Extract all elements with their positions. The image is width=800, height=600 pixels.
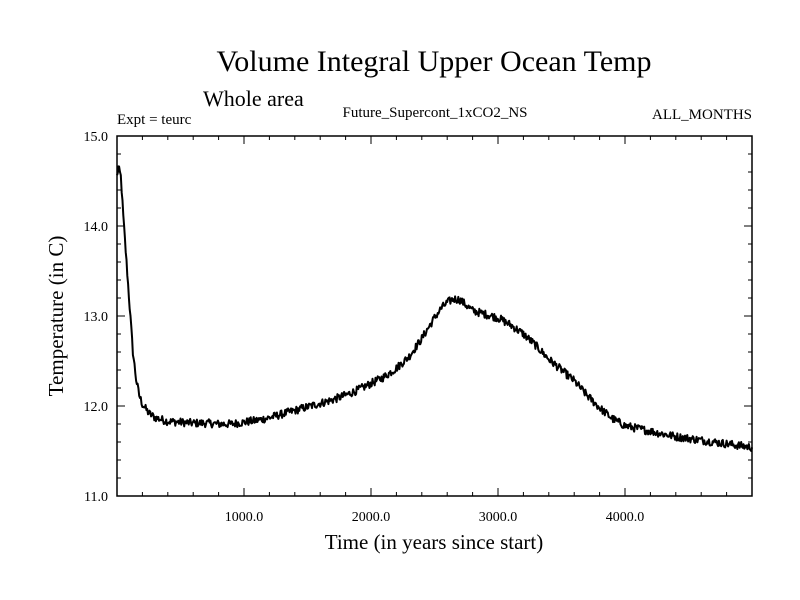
y-tick-label: 15.0 (84, 130, 109, 145)
y-tick-label: 11.0 (84, 490, 108, 505)
x-axis-label: Time (in years since start) (325, 530, 544, 554)
x-tick-label: 3000.0 (479, 510, 518, 525)
temperature-series-line (116, 165, 753, 452)
y-axis-ticks: 11.0 12.0 13.0 14.0 15.0 (84, 130, 752, 505)
x-tick-label: 2000.0 (352, 510, 391, 525)
x-tick-label: 4000.0 (606, 510, 645, 525)
plot-frame (116, 135, 753, 497)
chart-subtitle: Whole area (203, 86, 304, 111)
x-tick-label: 1000.0 (225, 510, 264, 525)
run-name-label: Future_Supercont_1xCO2_NS (343, 105, 528, 121)
y-tick-label: 14.0 (84, 220, 109, 235)
y-tick-label: 13.0 (84, 310, 109, 325)
chart-title: Volume Integral Upper Ocean Temp (217, 45, 652, 78)
y-tick-label: 12.0 (84, 400, 109, 415)
x-axis-ticks: 1000.0 2000.0 3000.0 4000.0 (141, 136, 728, 525)
experiment-label: Expt = teurc (117, 112, 192, 128)
y-axis-label: Temperature (in C) (44, 236, 68, 397)
months-label: ALL_MONTHS (652, 107, 752, 123)
